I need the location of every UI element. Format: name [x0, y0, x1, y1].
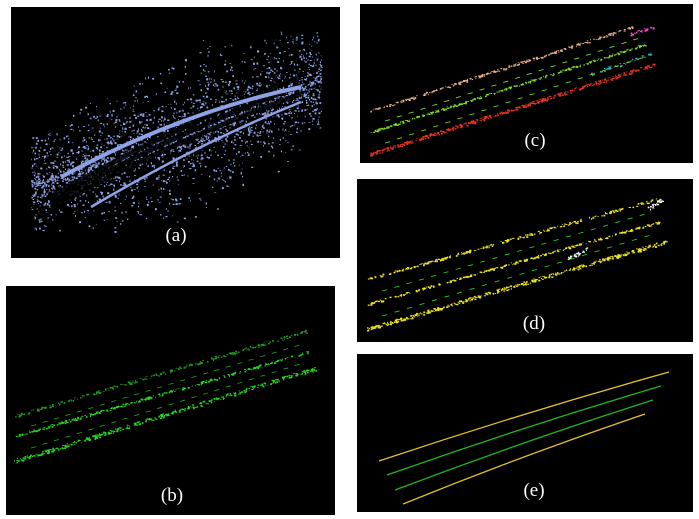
caption-e: (e): [523, 480, 545, 501]
panel-b-road-points: (b): [6, 286, 335, 515]
panel-e-fitted-curves: (e): [357, 354, 693, 512]
caption-b: (b): [160, 485, 184, 506]
boundary-points-image: [367, 198, 668, 332]
clustered-points-image: [370, 26, 656, 157]
caption-c: (c): [524, 130, 546, 151]
panel-a-raw-point-cloud: (a): [11, 7, 340, 258]
point-cloud-image: [31, 31, 323, 233]
panel-c-clustered-points: (c): [360, 4, 693, 163]
road-points-image: [14, 329, 317, 464]
panel-d-boundary-points: (d): [357, 179, 693, 342]
fitted-curves-image: [378, 371, 670, 505]
caption-a: (a): [165, 225, 187, 246]
caption-d: (d): [522, 313, 546, 334]
